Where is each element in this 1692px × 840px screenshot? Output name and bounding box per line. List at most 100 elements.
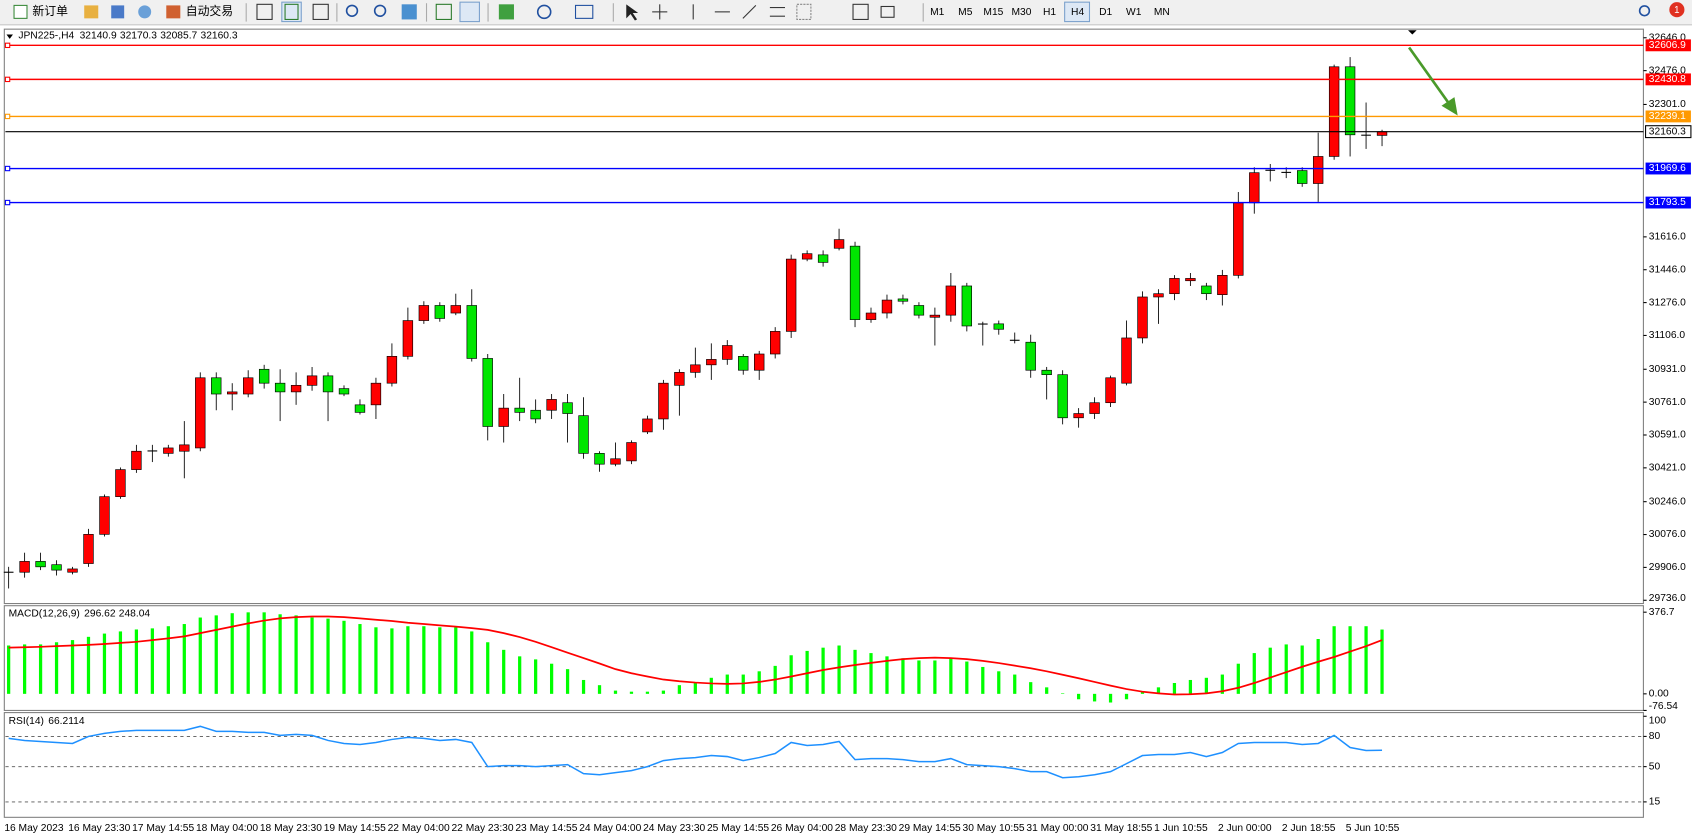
x-tick-label: 25 May 14:55 [707,823,769,834]
macd-bar [470,631,474,694]
auto-trading-icon[interactable] [166,5,181,19]
icon[interactable] [536,4,552,20]
macd-bar [1156,687,1161,694]
candle-body [243,377,254,395]
level-handle [4,199,11,206]
timeframe-button[interactable]: W1 [1126,7,1142,18]
macd-title: MACD(12,26,9) [9,608,80,619]
macd-bar [374,627,378,694]
icon[interactable] [284,3,299,20]
timeframe-button[interactable]: H1 [1043,7,1056,18]
y-tick-label: 30421.0 [1649,463,1686,474]
timeframe-button[interactable]: M1 [930,7,945,18]
toolbar [0,0,1692,25]
timeframe-button[interactable]: D1 [1099,7,1112,18]
icon[interactable] [281,1,302,23]
icon[interactable] [574,4,594,19]
icon[interactable] [435,3,452,20]
icon[interactable] [84,5,99,19]
timeframe-button[interactable]: MN [1154,7,1170,18]
macd-bar [629,691,634,694]
x-tick-label: 2 Jun 00:00 [1218,823,1272,834]
candle-body [1344,66,1356,136]
candle-body [1201,285,1212,295]
level-label: 32430.8 [1649,74,1686,85]
candle-body [658,382,669,420]
y-tick-label: 31616.0 [1649,232,1686,243]
new-order-icon[interactable] [13,4,28,19]
candle-body [738,355,749,371]
x-tick-label: 18 May 23:30 [260,823,322,834]
icon[interactable] [312,3,329,20]
x-tick-label: 17 May 14:55 [132,823,194,834]
candle-body [498,407,509,427]
level-label-box [1645,162,1691,175]
y-tick-label: 32476.0 [1649,65,1686,76]
search-icon[interactable] [1638,5,1651,17]
shapes-icon[interactable] [880,5,895,18]
macd-bar [1092,693,1097,702]
cursor-icon[interactable] [626,4,639,21]
label-icon[interactable] [852,3,869,20]
y-tick-label: 31106.0 [1649,330,1686,341]
macd-bar [709,677,713,694]
level-label: 32239.1 [1649,111,1686,122]
macd-bar [613,690,618,694]
candle-body [833,239,845,249]
y-tick-label: 30931.0 [1649,364,1686,375]
macd-bar [1013,674,1017,694]
y-tick-label: 30761.0 [1649,397,1686,408]
timeframe-button[interactable]: M15 [983,7,1003,18]
y-tick-label: 15 [1649,797,1661,808]
icon[interactable] [111,5,125,19]
candle-body [1137,296,1148,339]
y-tick-label: 30591.0 [1649,430,1686,441]
icon[interactable] [138,5,152,19]
timeframe-button[interactable]: M5 [958,7,973,18]
zoom-out[interactable] [373,4,387,18]
trendline-icon[interactable] [742,5,757,19]
candle-body [1153,293,1164,298]
x-tick-label: 29 May 14:55 [899,823,961,834]
macd-bar [502,649,506,694]
auto-trading-button[interactable]: 自动交易 [186,4,233,18]
menu-arrow[interactable] [6,34,13,39]
candle-body [642,418,653,433]
x-tick-label: 31 May 00:00 [1026,823,1088,834]
y-tick-label: 31446.0 [1649,264,1686,275]
x-tick-label: 16 May 23:30 [68,823,130,834]
macd-bar [406,626,410,694]
candle-body [929,314,941,318]
candle-body [418,305,430,321]
macd-bar [1124,693,1129,700]
level-handle [4,42,11,49]
fibo-icon[interactable] [796,3,812,20]
icon[interactable] [459,1,480,23]
candle-body [706,359,717,366]
x-tick-label: 5 Jun 10:55 [1346,823,1400,834]
notification-badge[interactable] [1669,2,1685,18]
y-tick-label: 30076.0 [1649,529,1686,540]
candle-body [19,561,30,573]
macd-bar [1172,683,1177,694]
macd-bar [1348,626,1352,694]
symbol-header: JPN225-,H4 32140.9 32170.3 32085.7 32160.3 [18,30,238,41]
icon[interactable] [401,4,417,20]
candle-body [562,402,573,414]
icon[interactable] [498,4,514,20]
icon[interactable] [256,3,273,20]
zoom-in[interactable] [345,4,359,18]
arrow-head [1441,97,1458,116]
candle-body [195,377,206,449]
candle-body [801,253,813,260]
arrow-shaft [1408,46,1451,105]
timeframe-button[interactable]: M30 [1011,7,1031,18]
new-order-button[interactable]: 新订单 [32,4,68,18]
candle-body [1233,202,1244,276]
y-tick-label: 376.7 [1649,607,1675,618]
timeframe-button[interactable]: H4 [1071,7,1084,18]
y-tick-label: 31276.0 [1649,297,1686,308]
candle-body [370,382,382,406]
macd-bar [150,628,154,694]
candle-body [434,305,446,319]
